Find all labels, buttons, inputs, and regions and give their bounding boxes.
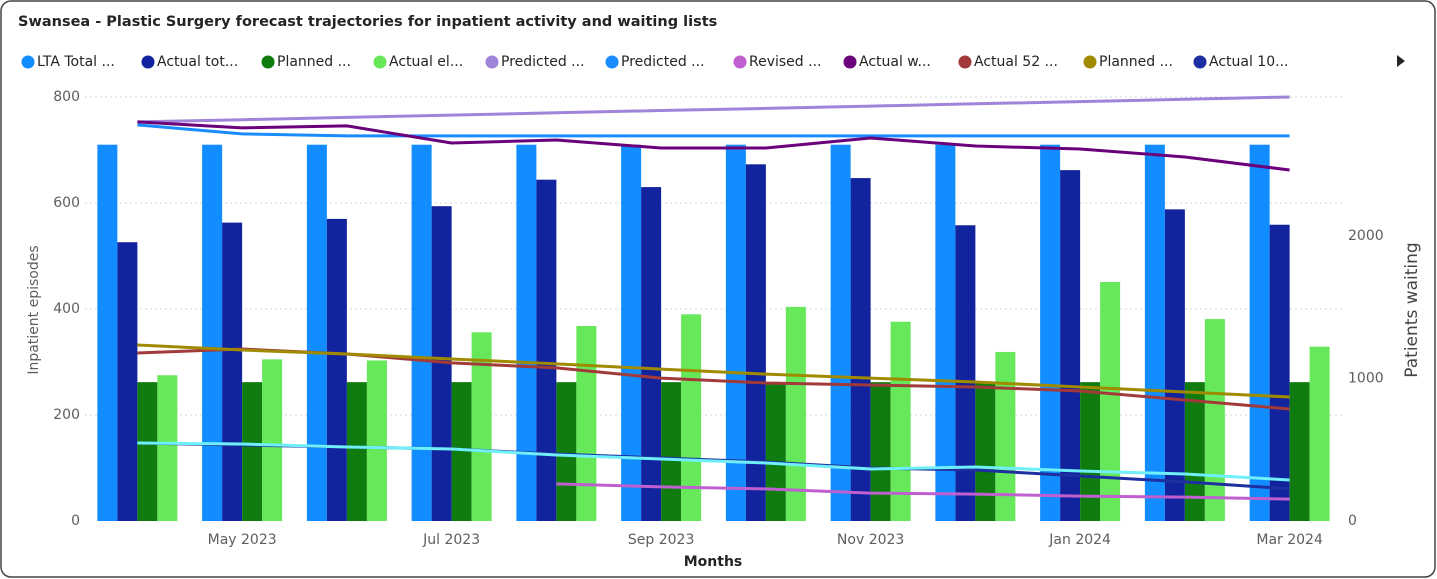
- bar: [765, 382, 786, 521]
- bar: [306, 144, 327, 521]
- legend-marker: [485, 55, 499, 69]
- bar: [850, 178, 871, 521]
- x-axis-label: Months: [684, 554, 743, 570]
- bar: [326, 218, 347, 521]
- legend-label: Actual w...: [859, 54, 931, 70]
- legend-label: Actual tot...: [157, 54, 238, 70]
- x-tick-label: May 2023: [208, 532, 277, 548]
- bar: [1040, 144, 1061, 521]
- bar: [366, 360, 387, 521]
- y2-tick-label: 2000: [1348, 228, 1384, 244]
- line: [137, 343, 1290, 399]
- legend-scroll-arrow[interactable]: [1397, 55, 1405, 67]
- bar: [536, 179, 557, 521]
- bar: [830, 144, 851, 521]
- legend-marker: [1193, 55, 1207, 69]
- bar: [745, 164, 766, 521]
- line: [556, 482, 1290, 501]
- y-tick-label: 0: [71, 513, 80, 529]
- line: [137, 95, 1290, 124]
- bar: [262, 359, 283, 521]
- bar: [1060, 170, 1081, 521]
- bar: [1309, 346, 1330, 521]
- x-tick-label: Nov 2023: [837, 532, 904, 548]
- y2-axis-label: Patients waiting: [1402, 242, 1422, 377]
- y-axis-label: Inpatient episodes: [26, 245, 42, 374]
- legend-marker: [1083, 55, 1097, 69]
- bar: [242, 382, 263, 521]
- legend-label: LTA Total ...: [37, 54, 115, 70]
- bar: [975, 382, 996, 521]
- bar: [890, 321, 911, 521]
- bar: [202, 144, 223, 521]
- y2-tick-label: 0: [1348, 513, 1357, 529]
- bar: [97, 144, 118, 521]
- bar: [556, 382, 577, 521]
- bar: [661, 382, 682, 521]
- y-tick-label: 800: [53, 89, 80, 105]
- bar: [870, 382, 891, 521]
- x-tick-label: Jan 2024: [1048, 532, 1111, 548]
- bar: [471, 332, 492, 521]
- bar: [1184, 382, 1205, 521]
- line: [137, 441, 1290, 482]
- bar: [621, 144, 642, 521]
- bar: [222, 222, 243, 522]
- legend-marker: [958, 55, 972, 69]
- y-tick-label: 200: [53, 407, 80, 423]
- legend-label: Actual el...: [389, 54, 463, 70]
- chart-title: Swansea - Plastic Surgery forecast traje…: [18, 14, 717, 30]
- bar: [1080, 382, 1101, 521]
- legend-label: Actual 52 ...: [974, 54, 1058, 70]
- bar: [641, 187, 662, 521]
- bar: [995, 351, 1016, 521]
- legend-label: Predicted ...: [621, 54, 705, 70]
- bar: [955, 225, 976, 521]
- bar: [431, 206, 452, 521]
- legend-marker: [21, 55, 35, 69]
- legend-marker: [605, 55, 619, 69]
- bar: [411, 144, 432, 521]
- bar: [137, 382, 158, 521]
- bar: [1269, 224, 1290, 522]
- bar: [516, 144, 537, 521]
- bar: [451, 382, 472, 521]
- line: [137, 123, 1290, 138]
- legend-marker: [261, 55, 275, 69]
- bar: [1249, 144, 1270, 521]
- legend-marker: [141, 55, 155, 69]
- x-tick-label: Sep 2023: [628, 532, 694, 548]
- line: [137, 120, 1290, 172]
- bar: [681, 314, 702, 521]
- legend-label: Planned ...: [277, 54, 351, 70]
- bar: [1289, 382, 1310, 521]
- bar: [1164, 209, 1185, 522]
- y-tick-label: 600: [53, 195, 80, 211]
- x-tick-label: Jul 2023: [422, 532, 480, 548]
- x-tick-label: Mar 2024: [1256, 532, 1323, 548]
- bar: [1100, 281, 1121, 521]
- legend-marker: [843, 55, 857, 69]
- bar: [725, 144, 746, 521]
- legend-label: Predicted ...: [501, 54, 585, 70]
- legend-label: Actual 10...: [1209, 54, 1288, 70]
- bar: [346, 382, 367, 521]
- bar: [1204, 319, 1225, 521]
- y-tick-label: 400: [53, 301, 80, 317]
- legend-marker: [373, 55, 387, 69]
- legend-label: Planned ...: [1099, 54, 1173, 70]
- bar: [117, 242, 138, 521]
- bar: [935, 144, 956, 521]
- bar: [1144, 144, 1165, 521]
- legend-label: Revised ...: [749, 54, 821, 70]
- bar: [157, 375, 178, 521]
- legend-marker: [733, 55, 747, 69]
- bar: [576, 325, 597, 521]
- y2-tick-label: 1000: [1348, 370, 1384, 386]
- bar: [785, 306, 806, 521]
